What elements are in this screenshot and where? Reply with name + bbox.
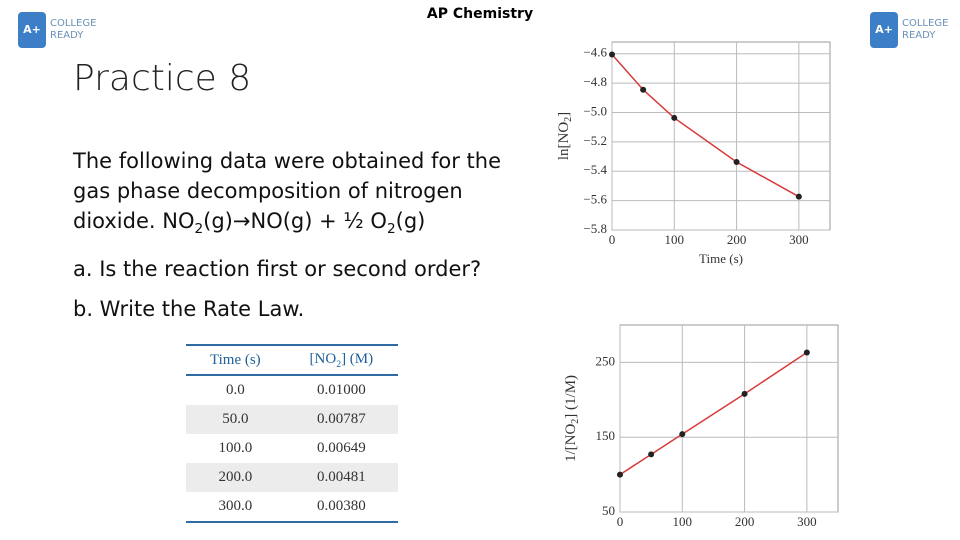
table-row: 300.0 0.00380 <box>186 492 398 523</box>
point <box>795 193 802 200</box>
logo-badge: A+ <box>875 23 893 36</box>
y-tick-label: −5.8 <box>583 221 607 236</box>
x-tick-label: 0 <box>617 514 624 529</box>
table-cell: 100.0 <box>218 440 253 456</box>
table-cell: 50.0 <box>186 405 285 434</box>
logo-badge-shape <box>18 12 46 48</box>
table-row: 200.0 0.00481 <box>186 463 398 492</box>
text: (g) <box>203 209 233 233</box>
table-cell: 0.00481 <box>284 463 398 492</box>
table-row: 0.0 0.01000 <box>186 375 398 405</box>
y-tick-label: −5.2 <box>583 133 607 148</box>
logo-text: READY <box>50 30 84 41</box>
logo: A+ COLLEGE READY <box>18 12 96 48</box>
point <box>741 390 748 397</box>
logo-text: READY <box>902 30 936 41</box>
x-tick-label: 300 <box>789 232 809 247</box>
table-cell: 0.00380 <box>284 492 398 523</box>
slide-title: Practice 8 <box>73 58 252 99</box>
table-cell: 0.0 <box>225 382 245 398</box>
point <box>803 349 810 356</box>
text: ] (1/M) <box>563 375 579 419</box>
text: ] (M) <box>341 350 374 367</box>
y-tick-label: 150 <box>596 428 616 443</box>
table-cell: 0.01000 <box>316 382 366 398</box>
x-tick-label: 100 <box>673 514 693 529</box>
point <box>640 86 647 93</box>
table-header: Time (s) <box>186 344 285 376</box>
data-table: Time (s) [NO2] (M) 0.0 0.01000 50.0 0.00787… <box>186 344 398 523</box>
table-row: 50.0 0.00787 <box>186 405 398 434</box>
body-text: The following data were obtained for the… <box>73 146 501 324</box>
body-line: The following data were obtained for the <box>73 149 502 173</box>
point <box>648 451 655 458</box>
logo-badge-shape <box>870 12 898 48</box>
subscript: 2 <box>563 117 574 122</box>
body-line: gas phase decomposition of nitrogen <box>73 179 463 203</box>
x-tick-label: 200 <box>735 514 755 529</box>
plot-area <box>611 41 831 231</box>
subscript: 2 <box>194 221 204 238</box>
point <box>617 471 623 478</box>
subscript: 2 <box>336 358 342 370</box>
table-cell: 300.0 <box>186 492 285 523</box>
header-title: AP Chemistry <box>426 6 534 22</box>
x-tick-label: 0 <box>609 232 616 247</box>
equation: dioxide. NO2(g)→NO(g) + ½ O2(g) <box>73 206 501 244</box>
arrow: → <box>232 209 251 233</box>
point <box>679 431 686 438</box>
y-tick-label: −4.8 <box>583 74 607 89</box>
logo-badge: A+ <box>23 23 41 36</box>
y-axis-label: 1/[NO2] (1/M) <box>563 375 581 462</box>
x-tick-label: 100 <box>665 232 685 247</box>
y-tick-label: −5.6 <box>583 192 607 207</box>
question: a. Is the reaction first or second order… <box>73 257 482 282</box>
text: ] <box>556 112 572 117</box>
x-tick-label: 200 <box>727 232 747 247</box>
question: b. Write the Rate Law. <box>73 297 305 322</box>
y-tick-label: −5.4 <box>583 162 607 177</box>
y-tick-label: −4.6 <box>583 45 607 60</box>
y-tick-label: 250 <box>596 353 616 368</box>
text: ln[NO <box>556 122 572 160</box>
table-row: 100.0 0.00649 <box>186 434 398 463</box>
text: NO(g) + ½ O <box>250 209 387 233</box>
y-tick-label: 50 <box>602 503 615 518</box>
subscript: 2 <box>386 221 396 238</box>
x-tick-label: 300 <box>797 514 817 529</box>
logo: A+ COLLEGE READY <box>870 12 948 48</box>
table-cell: 200.0 <box>186 463 285 492</box>
table-cell: 0.00787 <box>284 405 398 434</box>
y-axis-label: ln[NO2] <box>556 112 574 160</box>
table-cell: 0.00649 <box>316 440 366 456</box>
point <box>609 51 615 58</box>
text: (g) <box>395 209 426 233</box>
text: [NO <box>309 350 337 367</box>
point <box>671 114 678 121</box>
text: dioxide. NO <box>73 209 195 233</box>
text: 1/[NO <box>563 424 579 462</box>
x-axis-label: Time (s) <box>699 251 743 266</box>
table-header: [NO2] (M) <box>284 344 398 376</box>
y-tick-label: −5.0 <box>583 103 607 118</box>
point <box>733 158 740 165</box>
logo-text: COLLEGE <box>50 18 96 29</box>
logo-text: COLLEGE <box>902 18 948 29</box>
subscript: 2 <box>570 419 581 424</box>
